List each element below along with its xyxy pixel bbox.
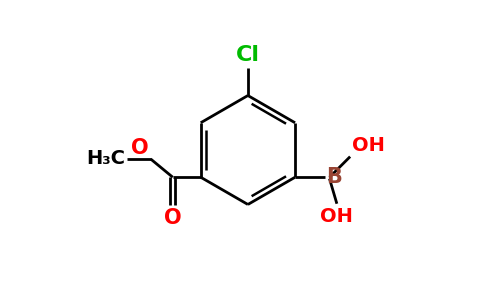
Text: B: B [326, 167, 342, 187]
Text: O: O [164, 208, 182, 228]
Text: O: O [131, 137, 149, 158]
Text: OH: OH [351, 136, 384, 155]
Text: H₃C: H₃C [87, 149, 126, 169]
Text: Cl: Cl [236, 45, 260, 65]
Text: OH: OH [320, 207, 353, 226]
